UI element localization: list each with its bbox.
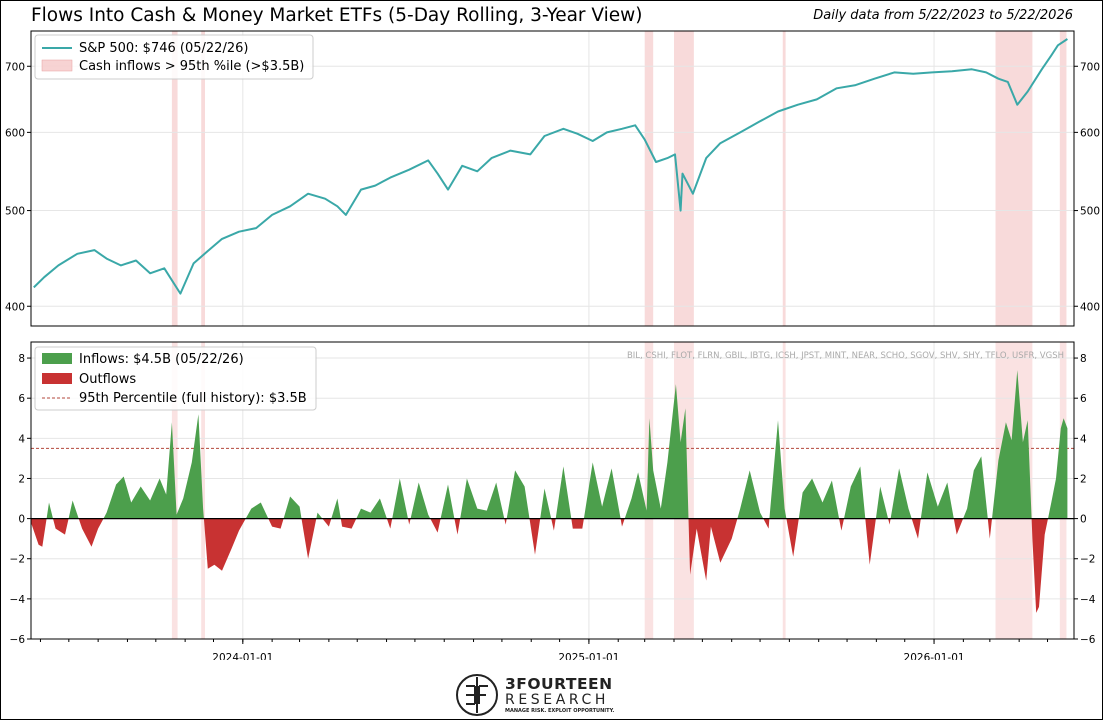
sp500-plot-area: [30, 30, 1075, 327]
legend-inflow-label: Inflows: $4.5B (05/22/26): [79, 352, 244, 367]
y-tick-label: 2: [18, 473, 25, 485]
sp500-line: [33, 38, 1068, 295]
y-tick-label: 6: [18, 393, 25, 405]
legend-sp500-label: S&P 500: $746 (05/22/26): [79, 41, 248, 56]
flows-chart: 2024-01-01 2025-01-01 2026-01-01 −6 −6 −4 −4 −2…: [10, 341, 1096, 660]
shaded-region: [201, 31, 205, 326]
y-tick-label: −6: [10, 634, 26, 646]
logo-tagline: MANAGE RISK. EXPLOIT OPPORTUNITY.: [505, 708, 615, 714]
legend-shade-label: Cash inflows > 95th %ile (>$3.5B): [79, 59, 304, 74]
y-tick-label-right: −2: [1080, 554, 1095, 566]
logo-mark-icon: [456, 674, 498, 716]
y-tick-label-right: −4: [1080, 594, 1096, 606]
y-tick-label: 8: [18, 353, 25, 365]
y-tick-label-right: 2: [1080, 473, 1087, 485]
chart-title: Flows Into Cash & Money Market ETFs (5-D…: [31, 5, 643, 26]
shaded-region: [644, 31, 654, 326]
shaded-region: [171, 31, 178, 326]
outflow-area: [31, 518, 1048, 613]
y-tick-label: 700: [5, 61, 25, 73]
flows-legend: Inflows: $4.5B (05/22/26) Outflows 95th …: [34, 346, 317, 411]
y-tick-label-right: 500: [1080, 206, 1100, 218]
shaded-region: [782, 31, 786, 326]
inflow-area: [46, 370, 1068, 519]
chart-subtitle: Daily data from 5/22/2023 to 5/22/2026: [813, 8, 1073, 23]
y-tick-label-right: 700: [1080, 61, 1100, 73]
legend-inflow-swatch: [42, 353, 72, 364]
y-tick-label: −4: [10, 594, 26, 606]
y-tick-label: 0: [18, 514, 25, 526]
y-tick-label: 500: [5, 206, 25, 218]
y-tick-label: 600: [5, 127, 25, 139]
y-tick-label: 4: [18, 433, 25, 445]
legend-outflow-label: Outflows: [79, 372, 136, 387]
shaded-region: [782, 342, 786, 639]
x-tick-label: 2026-01-01: [904, 652, 965, 660]
y-tick-label-right: 6: [1080, 393, 1087, 405]
legend-outflow-swatch: [42, 373, 72, 384]
x-tick-label: 2024-01-01: [212, 652, 273, 660]
y-tick-label-right: 400: [1080, 301, 1100, 313]
brand-logo: 3FOURTEEN RESEARCH MANAGE RISK. EXPLOIT …: [455, 672, 625, 718]
tickers-note: BIL, CSHI, FLOT, FLRN, GBIL, IBTG, ICSH,…: [627, 351, 1064, 361]
y-tick-label: −2: [10, 554, 25, 566]
sp500-chart: 400 400 500 500 600 600 700 700 S&P 500: $746 (…: [5, 30, 1100, 327]
y-tick-label-right: 600: [1080, 127, 1100, 139]
y-tick-label-right: −6: [1080, 634, 1096, 646]
logo-word-secondary: RESEARCH: [505, 692, 610, 708]
flows-plot-area: [30, 341, 1075, 640]
legend-threshold-label: 95th Percentile (full history): $3.5B: [79, 391, 307, 406]
sp500-legend: S&P 500: $746 (05/22/26) Cash inflows > …: [34, 34, 314, 80]
legend-shade-swatch: [41, 59, 73, 72]
y-tick-label-right: 0: [1080, 514, 1087, 526]
y-tick-label-right: 8: [1080, 353, 1087, 365]
shaded-region: [995, 31, 1033, 326]
logo-word-primary: 3FOURTEEN: [505, 675, 613, 693]
y-tick-label-right: 4: [1080, 433, 1087, 445]
shaded-region: [1059, 31, 1067, 326]
y-tick-label: 400: [5, 301, 25, 313]
shaded-region: [201, 342, 205, 639]
x-tick-label: 2025-01-01: [558, 652, 619, 660]
